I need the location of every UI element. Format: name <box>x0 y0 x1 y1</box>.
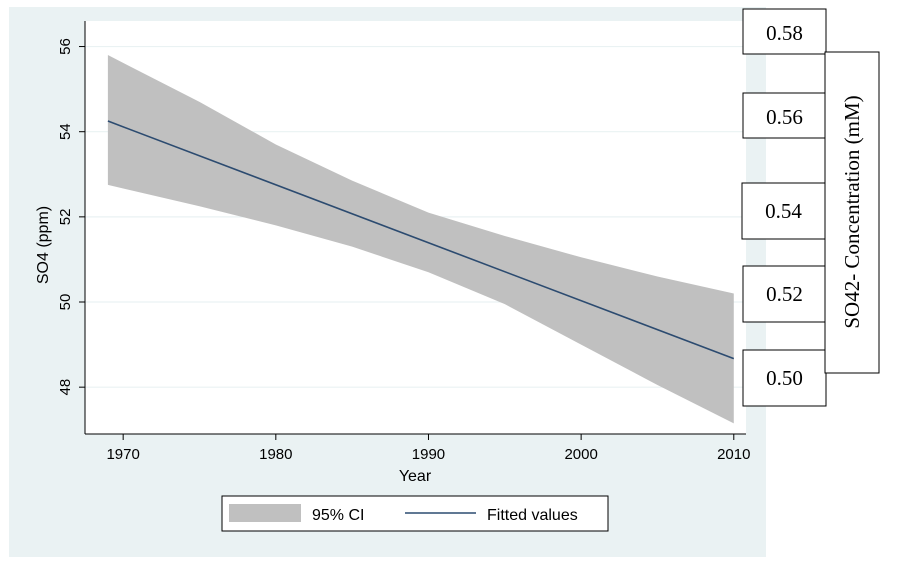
secondary-tick-box <box>741 182 826 240</box>
secondary-axis-title-box <box>824 51 880 374</box>
x-tick-label: 1970 <box>106 446 139 463</box>
y-tick-label: 48 <box>57 379 74 396</box>
legend-fitted-label: Fitted values <box>487 507 578 524</box>
secondary-tick-box <box>742 349 827 407</box>
x-tick-label: 1980 <box>259 446 292 463</box>
secondary-axis: 0.58 0.56 0.54 0.52 0.50 SO42- Concentra… <box>741 8 880 407</box>
legend-ci-swatch <box>229 504 301 522</box>
y-tick-label: 50 <box>57 294 74 311</box>
x-tick-label: 2010 <box>717 446 750 463</box>
legend-ci-label: 95% CI <box>312 507 364 524</box>
secondary-tick-label: 0.58 <box>766 21 803 45</box>
y-tick-label: 54 <box>57 123 74 140</box>
y-tick-label: 56 <box>57 38 74 55</box>
legend: 95% CI Fitted values <box>221 495 609 532</box>
secondary-tick-label: 0.56 <box>766 105 803 129</box>
y-axis-title: SO4 (ppm) <box>35 206 52 284</box>
secondary-tick-box <box>742 8 827 55</box>
y-ticks: 48 50 52 54 56 <box>57 38 85 396</box>
fitted-line <box>107 120 735 360</box>
secondary-axis-title: SO42- Concentration (mM) <box>840 95 864 328</box>
x-axis-title: Year <box>399 468 432 485</box>
x-tick-label: 1990 <box>412 446 445 463</box>
x-ticks: 1970 1980 1990 2000 2010 <box>106 434 750 463</box>
fitted-line-layer <box>107 120 735 360</box>
secondary-tick-label: 0.54 <box>765 199 802 223</box>
axes <box>84 21 746 435</box>
secondary-tick-label: 0.50 <box>766 366 803 390</box>
x-tick-label: 2000 <box>564 446 597 463</box>
secondary-tick-label: 0.52 <box>766 282 803 306</box>
secondary-tick-box <box>742 92 827 139</box>
y-tick-label: 52 <box>57 209 74 226</box>
